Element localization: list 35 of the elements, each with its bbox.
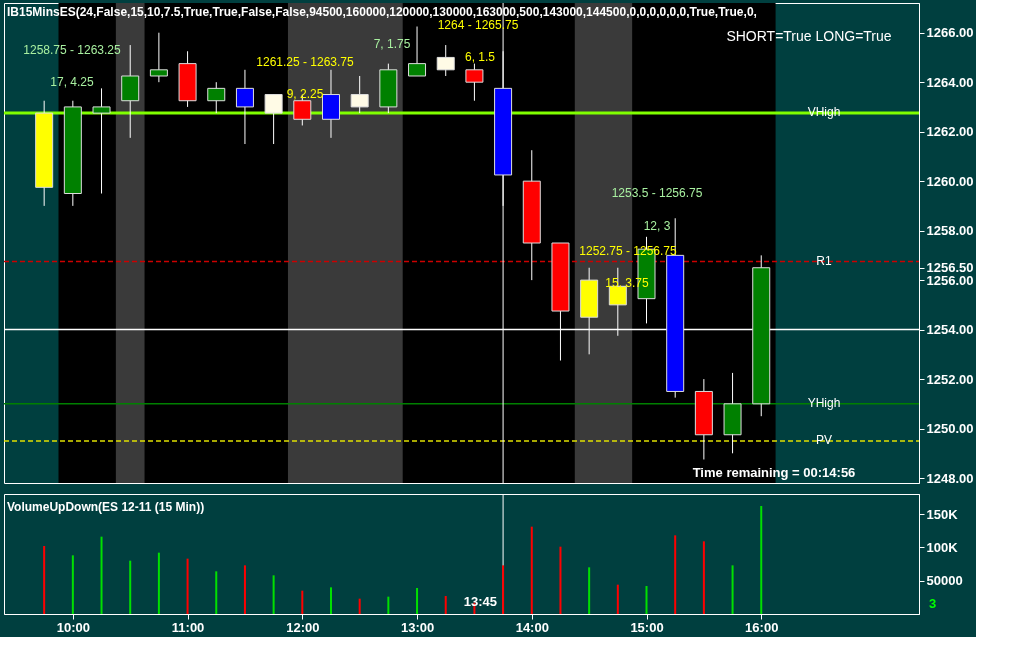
x-tick-label: 16:00 [745,619,779,635]
y-tick-label: 150K [926,506,959,522]
x-tick-label: 10:00 [56,619,90,635]
ref-line-label: YHigh [807,395,841,410]
annotation: 1261.25 - 1263.75 [256,55,355,69]
y-tick-label: 1260.00 [926,173,974,189]
y-tick-label: 1250.00 [926,421,974,437]
y-tick-label: 1266.00 [926,25,974,41]
y-tick-label: 1264.00 [926,74,974,90]
annotation: 12, 3 [643,219,671,233]
y-tick-label: 1248.00 [926,470,974,486]
annotation: 13:45 [463,594,497,609]
ref-line-label: VHigh [807,105,841,120]
annotation: SHORT=True LONG=True [726,28,892,44]
annotation: 1258.75 - 1263.25 [23,43,122,57]
annotation: 1253.5 - 1256.75 [611,186,703,200]
y-tick-label: 1258.00 [926,223,974,239]
annotation: 6, 1.5 [464,50,496,64]
y-tick-label: 1262.00 [926,124,974,140]
x-tick-label: 14:00 [515,619,549,635]
x-tick-label: 15:00 [630,619,664,635]
y-tick-label: 1254.00 [926,322,974,338]
annotation: 9, 2.25 [286,87,324,101]
annotation: 7, 1.75 [373,37,411,51]
x-tick-label: 12:00 [286,619,320,635]
text: VolumeUpDown(ES 12-11 (15 Min)) [7,500,205,514]
y-tick-label: 50000 [926,573,963,589]
y-tick-label: 100K [926,539,959,555]
x-tick-label: 13:00 [400,619,435,635]
x-tick-label: 11:00 [171,619,205,635]
ref-line-label: R1 [816,253,832,268]
annotation: Time remaining = 00:14:56 [692,465,856,480]
y-tick-label: 1252.00 [926,371,974,387]
text: 3 [929,596,937,611]
annotation: 17, 4.25 [50,75,95,89]
